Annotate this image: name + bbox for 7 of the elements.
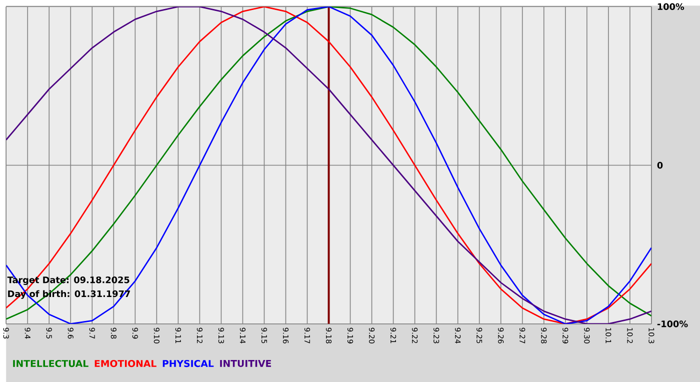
text: INTELLECTUAL [13,360,88,367]
y-tick-label: -100% [657,320,688,328]
text: PHYSICAL [162,360,214,367]
y-tick-label: 100% [658,3,684,10]
y-tick-label: 0 [657,162,663,168]
text: INTUITIVE [220,360,271,367]
text: EMOTIONAL [94,360,156,367]
